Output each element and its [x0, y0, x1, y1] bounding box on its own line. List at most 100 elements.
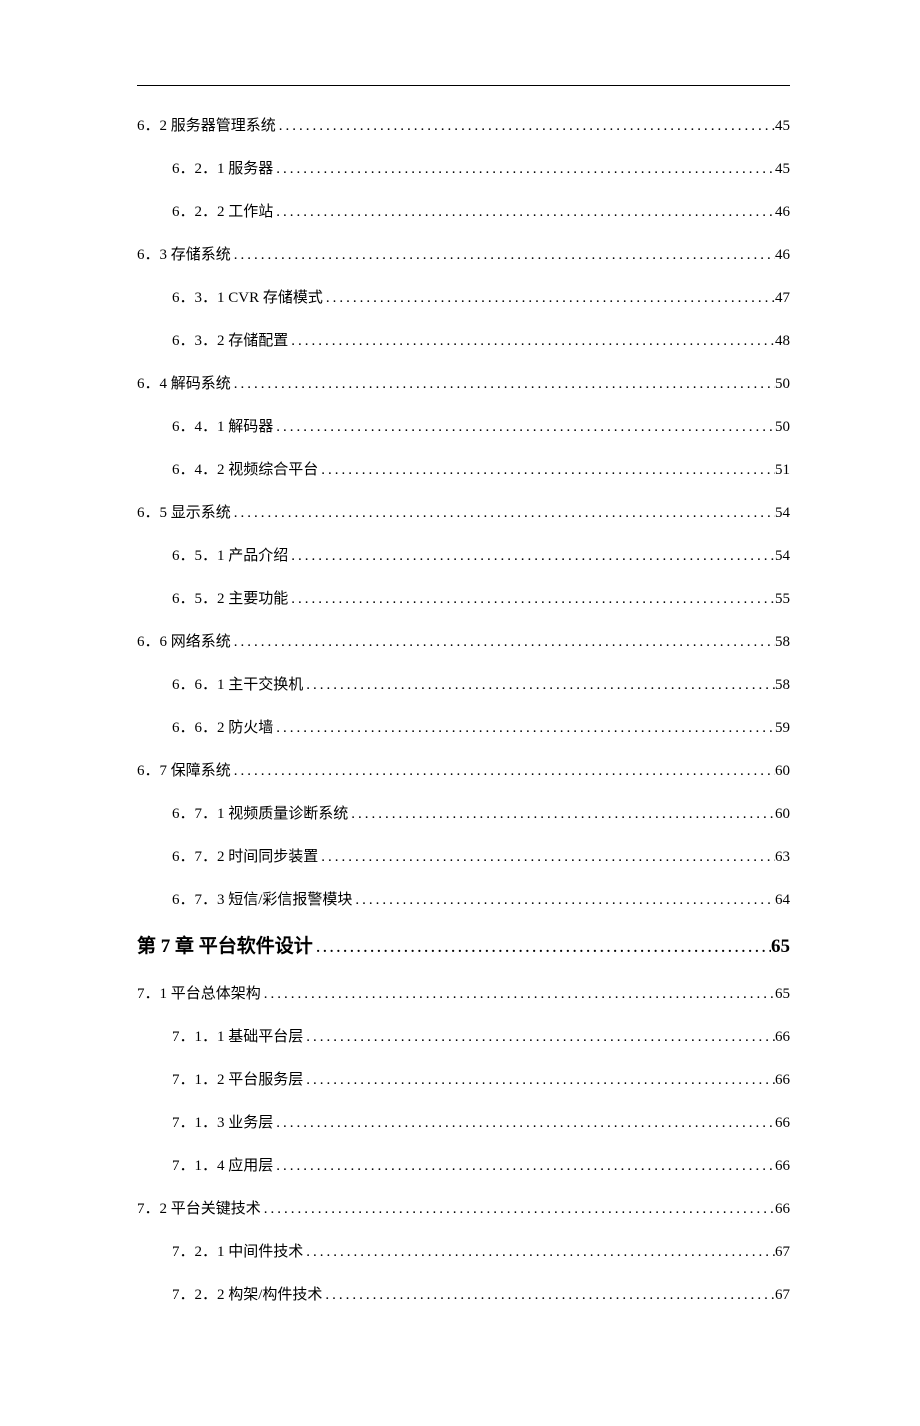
toc-entry-page: 55	[775, 591, 790, 608]
toc-entry-page: 54	[775, 505, 790, 522]
toc-leader-dots: ........................................…	[231, 247, 775, 264]
toc-entry-label: 6．5．2 主要功能	[172, 587, 288, 608]
toc-entry: 6．4．2 视频综合平台............................…	[137, 458, 790, 479]
toc-entry-label: 6．5 显示系统	[137, 501, 231, 522]
toc-entry-label: 7．2．2 构架/构件技术	[172, 1283, 322, 1304]
toc-entry: 7．2．1 中间件技术.............................…	[137, 1240, 790, 1261]
toc-entry: 6．2 服务器管理系统.............................…	[137, 114, 790, 135]
toc-entry-page: 47	[775, 290, 790, 307]
toc-entry-page: 60	[775, 806, 790, 823]
toc-entry: 7．1 平台总体架构..............................…	[137, 982, 790, 1003]
toc-entry-label: 6．4．2 视频综合平台	[172, 458, 318, 479]
toc-entry-label: 6．2．2 工作站	[172, 200, 273, 221]
toc-entry-page: 64	[775, 892, 790, 909]
toc-entry: 6．7．3 短信/彩信报警模块.........................…	[137, 888, 790, 909]
toc-entry: 6．7．2 时间同步装置............................…	[137, 845, 790, 866]
toc-leader-dots: ........................................…	[276, 118, 775, 135]
toc-entry: 6．5 显示系统................................…	[137, 501, 790, 522]
toc-entry-label: 6．4 解码系统	[137, 372, 231, 393]
toc-entry-label: 6．4．1 解码器	[172, 415, 273, 436]
toc-entry-page: 60	[775, 763, 790, 780]
toc-entry: 7．1．3 业务层...............................…	[137, 1111, 790, 1132]
toc-entry: 6．3 存储系统................................…	[137, 243, 790, 264]
toc-entry-label: 6．6．1 主干交换机	[172, 673, 303, 694]
toc-entry-page: 51	[775, 462, 790, 479]
toc-entry-page: 65	[771, 936, 790, 958]
toc-entry-page: 50	[775, 419, 790, 436]
toc-entry-page: 66	[775, 1201, 790, 1218]
toc-entry-label: 7．1．1 基础平台层	[172, 1025, 303, 1046]
toc-entry-label: 6．7 保障系统	[137, 759, 231, 780]
toc-entry-label: 6．5．1 产品介绍	[172, 544, 288, 565]
toc-entry: 6．3．1 CVR 存储模式..........................…	[137, 286, 790, 307]
toc-leader-dots: ........................................…	[352, 892, 775, 909]
toc-entry: 6．6 网络系统................................…	[137, 630, 790, 651]
toc-leader-dots: ........................................…	[231, 505, 775, 522]
toc-leader-dots: ........................................…	[288, 591, 775, 608]
toc-leader-dots: ........................................…	[231, 376, 775, 393]
toc-entry-page: 67	[775, 1244, 790, 1261]
toc-entry-label: 6．7．3 短信/彩信报警模块	[172, 888, 352, 909]
toc-entry-page: 46	[775, 204, 790, 221]
toc-leader-dots: ........................................…	[273, 1115, 775, 1132]
toc-entry: 6．2．2 工作站...............................…	[137, 200, 790, 221]
toc-entry-label: 6．3 存储系统	[137, 243, 231, 264]
toc-entry-label: 6．6 网络系统	[137, 630, 231, 651]
toc-entry: 6．7．1 视频质量诊断系统..........................…	[137, 802, 790, 823]
toc-entry-label: 6．2 服务器管理系统	[137, 114, 276, 135]
toc-leader-dots: ........................................…	[231, 763, 775, 780]
toc-leader-dots: ........................................…	[231, 634, 775, 651]
toc-entry: 7．1．4 应用层...............................…	[137, 1154, 790, 1175]
toc-entry: 6．7 保障系统................................…	[137, 759, 790, 780]
toc-entry-label: 7．2 平台关键技术	[137, 1197, 261, 1218]
toc-entry-label: 6．7．2 时间同步装置	[172, 845, 318, 866]
toc-entry-page: 46	[775, 247, 790, 264]
toc-entry-label: 7．1．3 业务层	[172, 1111, 273, 1132]
toc-leader-dots: ........................................…	[273, 204, 775, 221]
toc-entry-label: 6．6．2 防火墙	[172, 716, 273, 737]
toc-entry-label: 7．1 平台总体架构	[137, 982, 261, 1003]
toc-entry: 6．5．2 主要功能..............................…	[137, 587, 790, 608]
toc-leader-dots: ........................................…	[303, 1029, 775, 1046]
toc-leader-dots: ........................................…	[313, 936, 771, 958]
toc-leader-dots: ........................................…	[303, 1244, 775, 1261]
toc-entry-page: 58	[775, 634, 790, 651]
toc-entry-label: 6．2．1 服务器	[172, 157, 273, 178]
toc-leader-dots: ........................................…	[273, 720, 775, 737]
toc-entry-label: 7．1．4 应用层	[172, 1154, 273, 1175]
toc-entry-label: 6．3．2 存储配置	[172, 329, 288, 350]
toc-entry-label: 6．3．1 CVR 存储模式	[172, 286, 323, 307]
toc-entry-page: 45	[775, 118, 790, 135]
toc-entry-label: 7．2．1 中间件技术	[172, 1240, 303, 1261]
toc-entry-page: 63	[775, 849, 790, 866]
toc-entry-page: 54	[775, 548, 790, 565]
toc-entry: 7．2 平台关键技术..............................…	[137, 1197, 790, 1218]
toc-entry-page: 66	[775, 1158, 790, 1175]
toc-entry: 7．1．2 平台服务层.............................…	[137, 1068, 790, 1089]
toc-entry: 6．4 解码系统................................…	[137, 372, 790, 393]
toc-entry: 6．3．2 存储配置..............................…	[137, 329, 790, 350]
toc-leader-dots: ........................................…	[303, 1072, 775, 1089]
toc-leader-dots: ........................................…	[318, 462, 775, 479]
toc-entry: 7．2．2 构架/构件技术...........................…	[137, 1283, 790, 1304]
toc-entry-page: 67	[775, 1287, 790, 1304]
toc-leader-dots: ........................................…	[288, 333, 775, 350]
toc-entry: 6．6．1 主干交换机.............................…	[137, 673, 790, 694]
toc-entry-page: 66	[775, 1115, 790, 1132]
toc-entry-page: 58	[775, 677, 790, 694]
table-of-contents: 6．2 服务器管理系统.............................…	[137, 114, 790, 1304]
toc-entry-label: 6．7．1 视频质量诊断系统	[172, 802, 348, 823]
toc-leader-dots: ........................................…	[261, 1201, 775, 1218]
toc-leader-dots: ........................................…	[288, 548, 775, 565]
toc-leader-dots: ........................................…	[273, 419, 775, 436]
toc-entry-page: 59	[775, 720, 790, 737]
toc-entry: 6．4．1 解码器...............................…	[137, 415, 790, 436]
toc-leader-dots: ........................................…	[323, 290, 775, 307]
toc-leader-dots: ........................................…	[303, 677, 775, 694]
toc-leader-dots: ........................................…	[273, 161, 775, 178]
toc-entry: 第 7 章 平台软件设计............................…	[137, 931, 790, 958]
toc-entry-label: 7．1．2 平台服务层	[172, 1068, 303, 1089]
toc-leader-dots: ........................................…	[273, 1158, 775, 1175]
toc-entry: 6．6．2 防火墙...............................…	[137, 716, 790, 737]
toc-entry-label: 第 7 章 平台软件设计	[137, 931, 313, 958]
